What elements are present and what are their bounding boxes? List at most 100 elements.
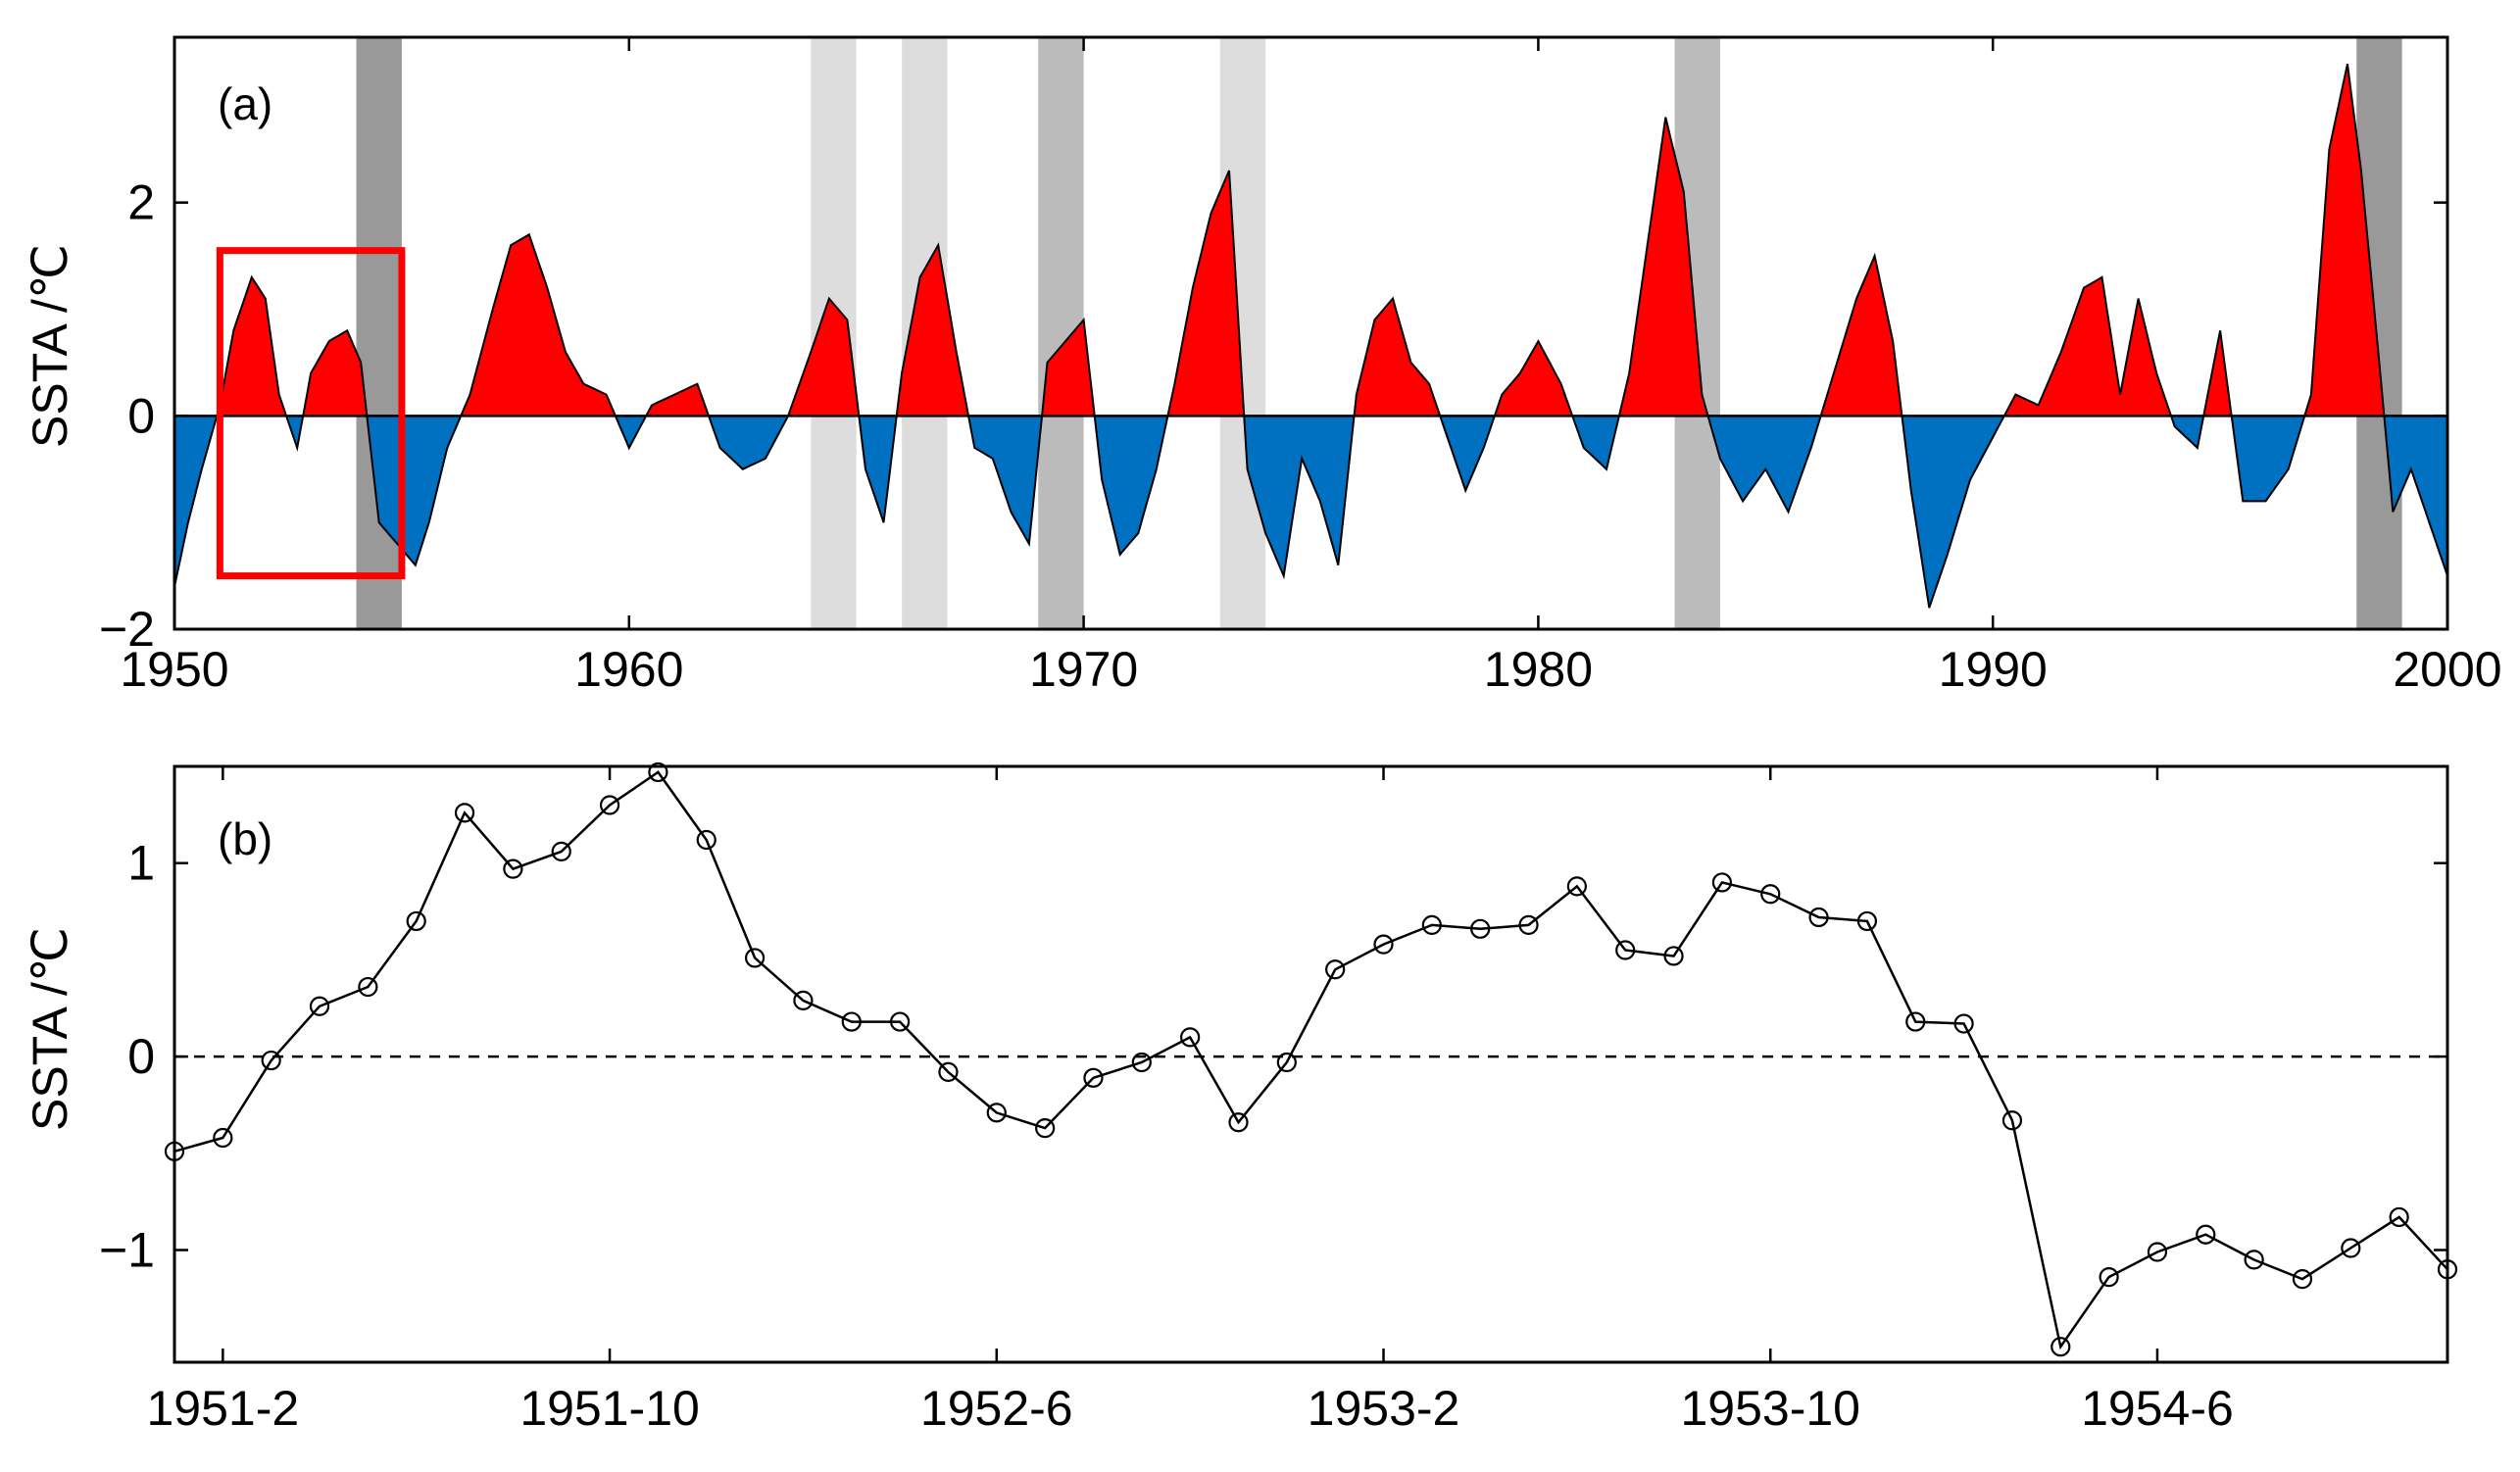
y-tick-label: 1 [127, 836, 155, 891]
ssta-series-line [173, 63, 2448, 609]
data-point [1615, 940, 1636, 960]
data-point [1325, 959, 1346, 980]
data-point [744, 948, 766, 968]
negative-area-6 [615, 416, 647, 448]
data-point [793, 990, 814, 1010]
data-point [1083, 1067, 1104, 1088]
x-tick-label: 1960 [574, 642, 683, 697]
positive-area-1 [217, 276, 287, 417]
x-tick-label: 1950 [120, 642, 228, 697]
negative-area-2 [286, 416, 304, 448]
data-point [2051, 1337, 2071, 1357]
data-point [1566, 876, 1587, 897]
x-tick-label: 1980 [1484, 642, 1593, 697]
positive-area-19 [1494, 341, 1573, 417]
negative-area-22 [1707, 416, 1821, 513]
data-point [1131, 1052, 1152, 1073]
data-point [358, 976, 378, 998]
negative-area-10 [859, 416, 897, 523]
panel-b-frame [173, 764, 2449, 1364]
data-point [938, 1061, 959, 1082]
y-tick-label: 0 [127, 1029, 155, 1084]
data-point [1856, 910, 1878, 932]
negative-area-18 [1440, 416, 1495, 491]
data-point [1711, 872, 1732, 893]
data-point [2099, 1267, 2119, 1288]
data-point [2001, 1110, 2023, 1131]
data-point [1808, 907, 1829, 928]
x-tick-label: 1951-2 [146, 1381, 299, 1436]
data-point [696, 829, 716, 851]
x-tick-label: 1951-10 [519, 1381, 700, 1436]
positive-area-27 [2203, 330, 2232, 417]
positive-area-25 [2003, 276, 2171, 417]
data-point [2244, 1250, 2264, 1270]
positive-area-11 [896, 245, 969, 417]
panel-b-series [164, 761, 2458, 1357]
positive-area-17 [1354, 298, 1441, 417]
positive-area-3 [303, 330, 368, 417]
data-point [454, 803, 475, 823]
x-tick-label: 1953-10 [1680, 1381, 1860, 1436]
positive-area-15 [1167, 171, 1245, 417]
data-point [1470, 918, 1491, 939]
positive-area-7 [646, 383, 709, 417]
data-point [2196, 1224, 2216, 1245]
negative-area-26 [2171, 416, 2204, 448]
area-fills [174, 64, 2447, 609]
data-point [503, 859, 523, 879]
positive-area-5 [461, 234, 616, 417]
data-point [261, 1050, 281, 1071]
ssta-monthly-line [173, 770, 2448, 1350]
data-point [1518, 914, 1539, 935]
positive-area-13 [1042, 319, 1095, 417]
positive-area-21 [1618, 117, 1708, 417]
data-point [1035, 1118, 1056, 1139]
positive-area-23 [1820, 256, 1902, 417]
panel-a-ylabel: SSTA /℃ [23, 244, 77, 448]
data-point [2341, 1238, 2361, 1258]
data-point [2292, 1269, 2313, 1290]
data-point [2389, 1206, 2409, 1228]
data-point [309, 996, 330, 1016]
data-point [890, 1011, 911, 1032]
data-point [2147, 1242, 2168, 1262]
panel-a-frame [173, 35, 2449, 631]
negative-area-20 [1572, 416, 1619, 469]
y-tick-label: 2 [127, 175, 155, 230]
data-point [1760, 884, 1781, 905]
x-tick-label: 1952-6 [920, 1381, 1073, 1436]
negative-area-0 [174, 416, 218, 587]
panel-a-overlays [173, 63, 2448, 609]
data-point [551, 841, 571, 861]
panel-a-label: (a) [218, 78, 272, 129]
x-tick-label: 1970 [1029, 642, 1138, 697]
positive-area-29 [2304, 64, 2385, 417]
panel-a: 1950 1960 1970 1980 1990 2000 −2 0 2 (a) SSTA /℃ [23, 35, 2502, 697]
data-point [648, 761, 668, 783]
data-point [841, 1011, 862, 1032]
data-point [1373, 934, 1394, 955]
negative-area-28 [2231, 416, 2305, 502]
negative-area-14 [1094, 416, 1168, 555]
data-point [406, 910, 426, 932]
y-tick-label: −2 [99, 602, 155, 657]
data-point [1228, 1112, 1249, 1133]
panel-b-ylabel: SSTA /℃ [23, 927, 77, 1131]
data-point [1953, 1013, 1974, 1034]
panel-b-label: (b) [218, 813, 272, 864]
panel-b-ticks: 1951-2 1951-10 1952-6 1953-2 1953-10 1954-6 −1… [99, 766, 2447, 1436]
data-point [1180, 1027, 1201, 1048]
negative-area-12 [968, 416, 1042, 544]
y-tick-label: 0 [127, 388, 155, 443]
y-tick-label: −1 [99, 1223, 155, 1278]
x-tick-label: 1990 [1939, 642, 2048, 697]
data-point [986, 1103, 1007, 1123]
highlight-box [216, 247, 406, 580]
data-point [599, 795, 620, 815]
data-point [1905, 1011, 1926, 1032]
negative-area-4 [367, 416, 462, 565]
x-tick-label: 2000 [2393, 642, 2501, 697]
data-point [213, 1127, 233, 1149]
